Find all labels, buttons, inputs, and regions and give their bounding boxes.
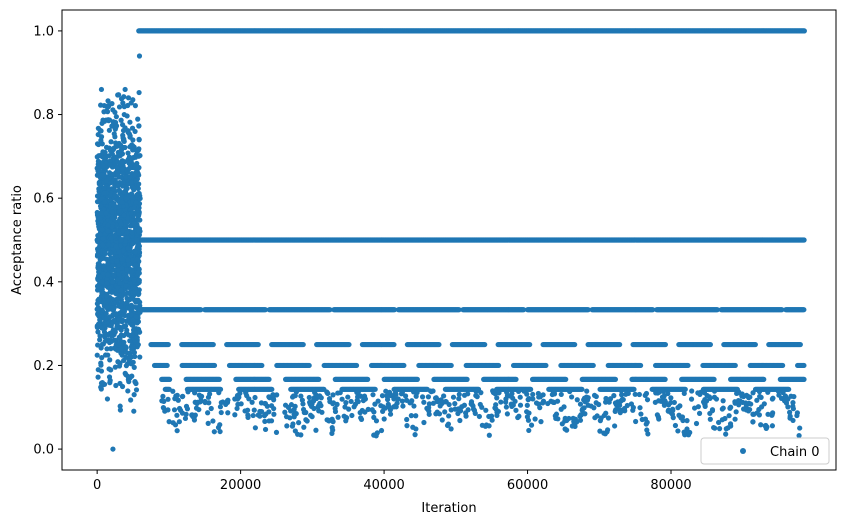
data-point <box>346 341 352 348</box>
data-point <box>685 362 691 369</box>
data-point <box>527 341 533 348</box>
data-point <box>391 341 397 348</box>
data-point <box>164 362 170 369</box>
data-point <box>255 341 261 348</box>
data-point <box>165 341 171 348</box>
chain-0-points <box>94 28 807 452</box>
data-point <box>707 341 714 348</box>
data-point <box>210 341 216 348</box>
data-point <box>662 376 668 382</box>
data-point <box>563 376 569 382</box>
data-point <box>436 341 442 348</box>
data-point <box>513 376 519 382</box>
data-point <box>353 362 360 369</box>
data-point <box>464 376 470 382</box>
data-point <box>732 362 738 369</box>
data-point <box>269 386 275 392</box>
data-point <box>780 362 786 369</box>
data-point <box>401 362 407 369</box>
data-point <box>801 376 807 382</box>
data-point <box>414 376 420 382</box>
data-point <box>801 307 807 313</box>
data-point <box>662 341 669 348</box>
data-point <box>761 376 767 382</box>
data-point <box>612 376 619 382</box>
data-point <box>216 376 222 382</box>
data-point <box>543 362 549 369</box>
data-point <box>801 362 807 369</box>
data-point <box>617 341 623 348</box>
data-point <box>752 341 758 348</box>
data-point <box>572 341 578 348</box>
data-point <box>300 341 306 348</box>
data-point <box>167 376 173 382</box>
data-point <box>259 362 265 369</box>
data-point <box>482 341 488 348</box>
data-point <box>306 362 312 369</box>
data-point <box>801 28 807 34</box>
data-point <box>711 376 717 382</box>
data-point <box>448 362 454 369</box>
data-point <box>797 341 803 348</box>
data-point <box>266 376 272 382</box>
data-point <box>495 362 502 369</box>
data-point <box>365 376 371 382</box>
data-point <box>638 362 644 369</box>
data-point <box>211 362 218 369</box>
data-point <box>316 376 322 382</box>
data-point <box>801 237 807 243</box>
data-point <box>590 362 596 369</box>
